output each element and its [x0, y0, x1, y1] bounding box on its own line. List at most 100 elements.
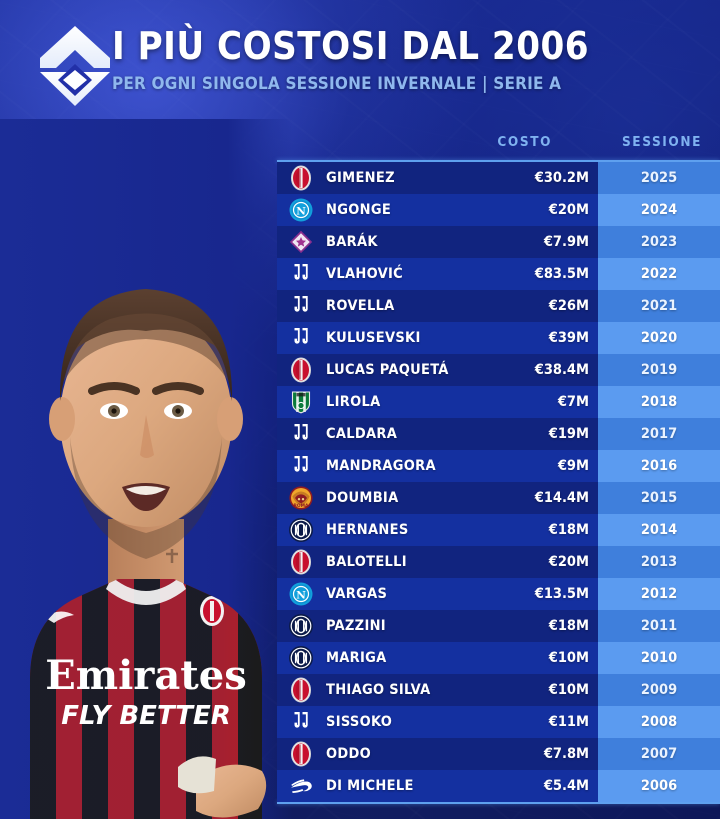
table-row[interactable]: ROVELLA €26M 2021 [277, 290, 720, 322]
svg-text:Emirates: Emirates [45, 652, 246, 699]
page-title: I PIÙ COSTOSI DAL 2006 [112, 24, 590, 68]
juventus-crest-icon [288, 325, 314, 351]
session-cell-background [598, 482, 720, 514]
session-cell-background [598, 418, 720, 450]
transfer-session-year: 2022 [640, 266, 678, 282]
session-cell-background [598, 290, 720, 322]
player-name: HERNANES [326, 522, 409, 538]
player-cost: €9M [557, 458, 589, 474]
column-header-session: SESSIONE [621, 134, 702, 150]
juventus-crest-icon [288, 421, 314, 447]
player-name: THIAGO SILVA [326, 682, 431, 698]
session-cell-background [598, 610, 720, 642]
session-cell-background [598, 226, 720, 258]
player-cost: €10M [548, 650, 589, 666]
transfer-session-year: 2014 [640, 522, 678, 538]
table-row[interactable]: HERNANES €18M 2014 [277, 514, 720, 546]
table-row[interactable]: N VARGAS €13.5M 2012 [277, 578, 720, 610]
player-photo: Emirates FLY BETTER [0, 119, 292, 819]
transfer-session-year: 2012 [640, 586, 678, 602]
transfer-session-year: 2024 [640, 202, 678, 218]
milan-crest-icon [288, 549, 314, 575]
table-row[interactable]: CALDARA €19M 2017 [277, 418, 720, 450]
transfer-session-year: 2017 [640, 426, 678, 442]
player-name: LUCAS PAQUETÁ [326, 362, 449, 378]
table-row[interactable]: GIMENEZ €30.2M 2025 [277, 162, 720, 194]
table-row[interactable]: BARÁK €7.9M 2023 [277, 226, 720, 258]
table-row[interactable]: DI MICHELE €5.4M 2006 [277, 770, 720, 802]
player-name: ROVELLA [326, 298, 395, 314]
transfer-session-year: 2015 [640, 490, 678, 506]
column-header-cost: COSTO [497, 134, 552, 150]
juventus-crest-icon [288, 709, 314, 735]
player-name: VLAHOVIĆ [326, 266, 404, 282]
table-body: GIMENEZ €30.2M 2025 N NGONGE €20M 2024 BARÁK… [277, 162, 720, 802]
session-cell-background [598, 770, 720, 802]
player-name: VARGAS [326, 586, 388, 602]
player-cost: €18M [548, 522, 589, 538]
table-row[interactable]: N NGONGE €20M 2024 [277, 194, 720, 226]
inter-crest-icon [288, 613, 314, 639]
player-cost: €26M [548, 298, 589, 314]
player-name: CALDARA [326, 426, 398, 442]
player-cost: €7.8M [543, 746, 589, 762]
session-cell-background [598, 642, 720, 674]
table-row[interactable]: MARIGA €10M 2010 [277, 642, 720, 674]
table-row[interactable]: SISSOKO €11M 2008 [277, 706, 720, 738]
transfer-session-year: 2009 [640, 682, 678, 698]
table-row[interactable]: BALOTELLI €20M 2013 [277, 546, 720, 578]
player-name: DOUMBIA [326, 490, 399, 506]
table-row[interactable]: THIAGO SILVA €10M 2009 [277, 674, 720, 706]
player-name: MANDRAGORA [326, 458, 436, 474]
player-cost: €14.4M [534, 490, 589, 506]
session-cell-background [598, 322, 720, 354]
player-cost: €20M [548, 554, 589, 570]
fiorentina-crest-icon [288, 229, 314, 255]
table-row[interactable]: ROMA DOUMBIA €14.4M 2015 [277, 482, 720, 514]
juventus-crest-icon [288, 293, 314, 319]
table-row[interactable]: LUCAS PAQUETÁ €38.4M 2019 [277, 354, 720, 386]
table-top-rule [277, 160, 720, 162]
table-row[interactable]: PAZZINI €18M 2011 [277, 610, 720, 642]
table-row[interactable]: VLAHOVIĆ €83.5M 2022 [277, 258, 720, 290]
napoli-crest-icon: N [288, 581, 314, 607]
table-row[interactable]: LIROLA €7M 2018 [277, 386, 720, 418]
session-cell-background [598, 354, 720, 386]
session-cell-background [598, 514, 720, 546]
session-cell-background [598, 258, 720, 290]
transfer-session-year: 2020 [640, 330, 678, 346]
napoli-crest-icon: N [288, 197, 314, 223]
session-cell-background [598, 450, 720, 482]
header: I PIÙ COSTOSI DAL 2006 PER OGNI SINGOLA … [0, 0, 720, 118]
player-cost: €19M [548, 426, 589, 442]
table-row[interactable]: MANDRAGORA €9M 2016 [277, 450, 720, 482]
player-cost: €7M [557, 394, 589, 410]
player-name: LIROLA [326, 394, 381, 410]
session-cell-background [598, 194, 720, 226]
player-cost: €13.5M [534, 586, 589, 602]
roma-crest-icon: ROMA [288, 485, 314, 511]
table-row[interactable]: KULUSEVSKI €39M 2020 [277, 322, 720, 354]
player-cost: €20M [548, 202, 589, 218]
milan-crest-icon [288, 165, 314, 191]
transfer-session-year: 2013 [640, 554, 678, 570]
session-cell-background [598, 386, 720, 418]
transfer-session-year: 2016 [640, 458, 678, 474]
svg-text:N: N [296, 589, 306, 601]
table-row[interactable]: ODDO €7.8M 2007 [277, 738, 720, 770]
udinese-crest-icon [288, 773, 314, 799]
svg-text:N: N [296, 205, 306, 217]
session-cell-background [598, 738, 720, 770]
player-cost: €18M [548, 618, 589, 634]
svg-text:FLY BETTER: FLY BETTER [61, 701, 231, 731]
session-cell-background [598, 162, 720, 194]
milan-crest-icon [288, 741, 314, 767]
session-cell-background [598, 674, 720, 706]
transfer-session-year: 2018 [640, 394, 678, 410]
player-name: BALOTELLI [326, 554, 407, 570]
player-cost: €11M [548, 714, 589, 730]
transfer-session-year: 2021 [640, 298, 678, 314]
sassuolo-crest-icon [288, 389, 314, 415]
transfer-session-year: 2006 [640, 778, 678, 794]
